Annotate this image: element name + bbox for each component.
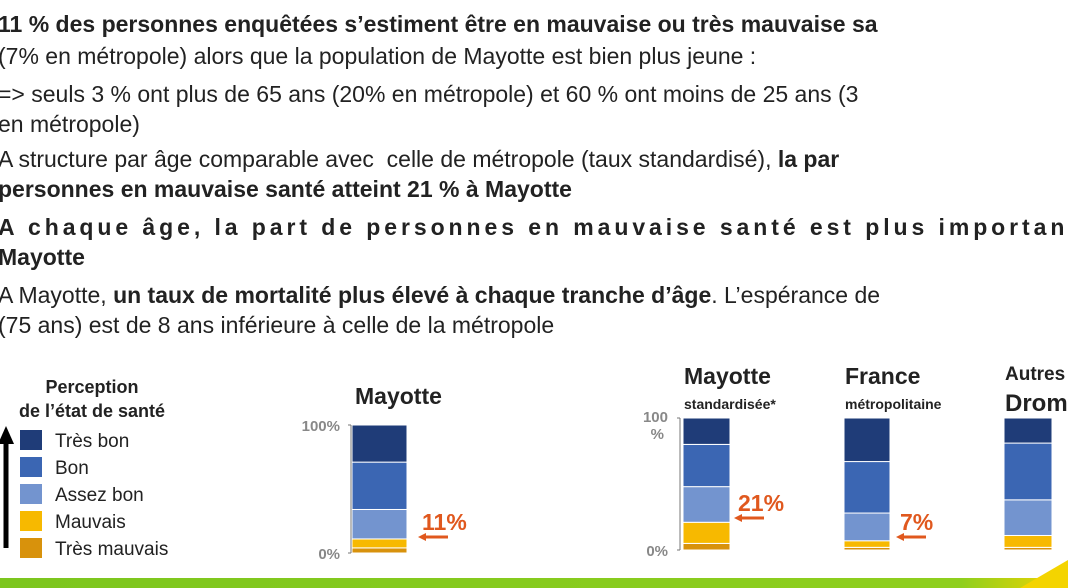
legend-arrow-head <box>0 426 14 444</box>
text-line: en métropole) <box>0 111 140 137</box>
bar-segment <box>682 417 731 445</box>
bar-segment <box>351 547 408 554</box>
text-line: A chaque âge, la part de personnes en ma… <box>0 214 1068 240</box>
text-run: A chaque âge, la part de personnes en ma… <box>0 214 1068 240</box>
bar-segment <box>1003 499 1053 536</box>
text-line: personnes en mauvaise santé atteint 21 %… <box>0 176 572 202</box>
text-run: (75 ans) est de 8 ans inférieure à celle… <box>0 312 554 338</box>
chart-subtitle: standardisée* <box>684 396 776 412</box>
text-run: Mayotte <box>0 244 85 270</box>
legend-swatch <box>20 484 42 504</box>
bar-segment <box>351 424 408 463</box>
legend-title: Perception <box>45 377 138 397</box>
chart-subtitle: Drom <box>1005 390 1068 417</box>
legend-label: Mauvais <box>55 512 126 533</box>
legend-swatch <box>20 430 42 450</box>
y-tick-label: 100% <box>302 418 340 435</box>
text-line: A structure par âge comparable avec cell… <box>0 146 839 172</box>
bar-segment <box>682 486 731 523</box>
y-tick-label: 0% <box>646 543 668 560</box>
legend-title: de l’état de santé <box>19 401 165 421</box>
annotation: 7% <box>900 509 933 535</box>
legend-label: Assez bon <box>55 485 144 506</box>
annotation-arrow-head <box>734 514 742 522</box>
text-line: 11 % des personnes enquêtées s’estiment … <box>0 11 878 37</box>
chart-title: Mayotte <box>355 383 442 409</box>
bar-segment <box>1003 534 1053 548</box>
legend-swatch <box>20 511 42 531</box>
chart-title: Autres <box>1005 364 1065 385</box>
footer-corner <box>1020 560 1068 588</box>
bar-segment <box>843 461 891 514</box>
text-run: personnes en mauvaise santé atteint 21 %… <box>0 176 572 202</box>
y-tick-label-part: % <box>651 426 664 443</box>
legend-label: Très bon <box>55 431 129 452</box>
y-tick-label: 0% <box>318 546 340 563</box>
bar-segment <box>843 417 891 463</box>
text-run: la par <box>778 146 839 172</box>
text-line: => seuls 3 % ont plus de 65 ans (20% en … <box>0 81 858 107</box>
legend-label: Très mauvais <box>55 539 168 560</box>
legend-swatch <box>20 538 42 558</box>
bar-segment <box>843 540 891 548</box>
chart-subtitle: métropolitaine <box>845 396 942 412</box>
text-line: A Mayotte, un taux de mortalité plus éle… <box>0 282 880 308</box>
annotation-arrow-head <box>896 533 904 541</box>
text-run: (7% en métropole) alors que la populatio… <box>0 43 756 69</box>
bar-segment <box>843 512 891 542</box>
text-line: (7% en métropole) alors que la populatio… <box>0 43 756 69</box>
bar-segment <box>351 538 408 549</box>
annotation: 21% <box>738 490 784 516</box>
text-run: 11 % des personnes enquêtées s’estiment … <box>0 11 878 37</box>
legend-swatch <box>20 457 42 477</box>
bar-segment <box>682 521 731 544</box>
chart-title: Mayotte <box>684 363 771 389</box>
bar-segment <box>1003 442 1053 501</box>
bar-segment <box>351 508 408 540</box>
annotation-arrow-head <box>418 533 426 541</box>
text-run: A Mayotte, <box>0 282 113 308</box>
y-tick-label-part: 100 <box>643 409 668 426</box>
text-line: (75 ans) est de 8 ans inférieure à celle… <box>0 312 554 338</box>
text-run: A structure par âge comparable avec cell… <box>0 146 778 172</box>
bar-segment <box>351 461 408 510</box>
text-run: . L’espérance de <box>711 282 880 308</box>
annotation: 11% <box>422 509 467 535</box>
y-tick-label: 100% <box>643 409 668 443</box>
chart-title: France <box>845 363 920 389</box>
text-run: un taux de mortalité plus élevé à chaque… <box>113 282 711 308</box>
text-line: Mayotte <box>0 244 85 270</box>
bar-segment <box>682 542 731 551</box>
footer-strip <box>0 578 1068 588</box>
bar-segment <box>1003 417 1053 444</box>
legend-label: Bon <box>55 458 89 479</box>
bar-segment <box>682 443 731 488</box>
text-run: en métropole) <box>0 111 140 137</box>
text-run: => seuls 3 % ont plus de 65 ans (20% en … <box>0 81 858 107</box>
